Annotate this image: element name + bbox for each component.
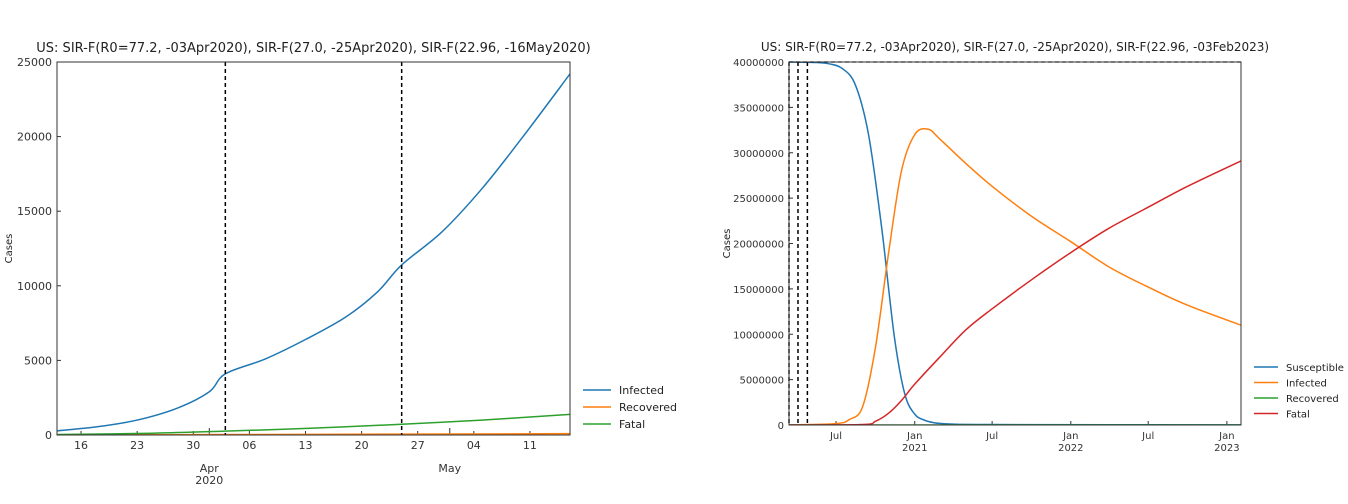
x-tick-label: 27 bbox=[411, 439, 425, 452]
x-tick-label: 13 bbox=[298, 439, 312, 452]
y-tick-label: 25000 bbox=[17, 56, 52, 69]
x-month-label: Apr bbox=[200, 462, 220, 475]
x-tick-label: 11 bbox=[523, 439, 537, 452]
x-tick-sublabel: 2022 bbox=[1058, 443, 1083, 454]
y-tick-label: 20000000 bbox=[733, 240, 784, 251]
plot-area bbox=[57, 73, 570, 435]
x-tick-label: Jul bbox=[1141, 431, 1154, 442]
chart-title: US: SIR-F(R0=77.2, -03Apr2020), SIR-F(27… bbox=[36, 41, 590, 56]
plot-frame bbox=[788, 61, 1242, 426]
x-tick-label: Jan bbox=[1062, 431, 1078, 442]
x-tick-label: Jul bbox=[829, 431, 842, 442]
series-line-fatal bbox=[57, 413, 570, 435]
chart-title: US: SIR-F(R0=77.2, -03Apr2020), SIR-F(27… bbox=[761, 40, 1269, 54]
x-tick-label: 20 bbox=[355, 439, 369, 452]
chart-us-short-range: US: SIR-F(R0=77.2, -03Apr2020), SIR-F(27… bbox=[4, 41, 677, 487]
y-axis-label: Cases bbox=[4, 234, 15, 264]
x-tick-label: 30 bbox=[186, 439, 200, 452]
y-tick-label: 10000 bbox=[17, 280, 52, 293]
x-tick-sublabel: 2023 bbox=[1214, 443, 1239, 454]
x-tick-label: 16 bbox=[74, 439, 88, 452]
chart-us-long-range: US: SIR-F(R0=77.2, -03Apr2020), SIR-F(27… bbox=[722, 40, 1344, 454]
series-line-susceptible bbox=[789, 61, 1241, 425]
y-tick-label: 0 bbox=[778, 421, 784, 432]
x-tick-label: Jan bbox=[906, 431, 922, 442]
plot-area bbox=[789, 61, 1241, 425]
y-tick-label: 15000000 bbox=[733, 285, 784, 296]
y-tick-label: 10000000 bbox=[733, 330, 784, 341]
y-tick-label: 25000000 bbox=[733, 194, 784, 205]
legend-label: Recovered bbox=[619, 401, 677, 414]
y-axis-label: Cases bbox=[722, 229, 733, 259]
y-tick-label: 5000 bbox=[24, 354, 52, 367]
x-tick-label: Jul bbox=[985, 431, 998, 442]
y-tick-label: 35000000 bbox=[733, 103, 784, 114]
legend-label: Infected bbox=[1286, 379, 1327, 390]
legend-label: Susceptible bbox=[1286, 363, 1344, 374]
legend-label: Fatal bbox=[1286, 410, 1310, 421]
y-tick-label: 30000000 bbox=[733, 149, 784, 160]
x-tick-label: 04 bbox=[467, 439, 481, 452]
y-tick-label: 5000000 bbox=[739, 376, 784, 387]
x-tick-label: Jan bbox=[1218, 431, 1234, 442]
series-line-infected bbox=[57, 73, 570, 432]
legend-label: Recovered bbox=[1286, 394, 1339, 405]
x-month-label: May bbox=[438, 462, 461, 475]
y-tick-label: 40000000 bbox=[733, 58, 784, 69]
legend-label: Infected bbox=[619, 384, 664, 397]
y-tick-label: 0 bbox=[45, 429, 52, 442]
series-line-infected bbox=[789, 127, 1241, 425]
y-tick-label: 20000 bbox=[17, 131, 52, 144]
x-tick-sublabel: 2021 bbox=[902, 443, 927, 454]
series-line-fatal bbox=[789, 160, 1241, 425]
legend-label: Fatal bbox=[619, 418, 645, 431]
x-month-sublabel: 2020 bbox=[195, 474, 223, 487]
y-tick-label: 15000 bbox=[17, 205, 52, 218]
x-tick-label: 23 bbox=[130, 439, 144, 452]
plot-frame bbox=[56, 61, 571, 436]
x-tick-label: 06 bbox=[242, 439, 256, 452]
